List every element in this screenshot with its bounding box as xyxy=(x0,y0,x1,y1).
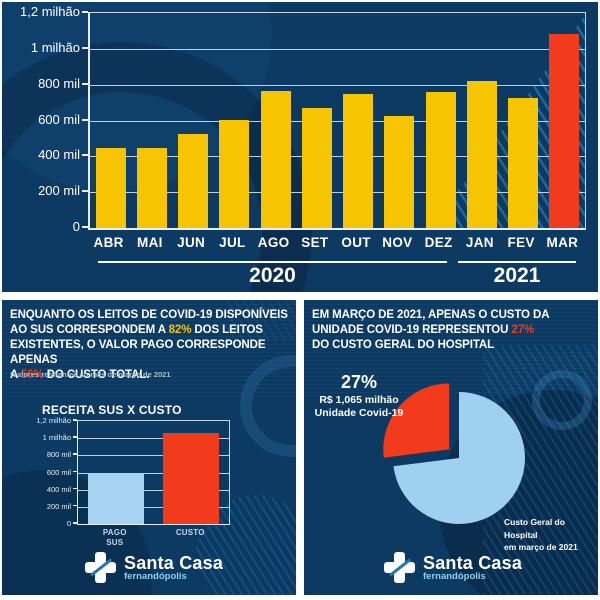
mini-x-labels: PAGO SUS CUSTO xyxy=(77,528,228,547)
logo-name: Santa Casa xyxy=(423,552,523,573)
monthly-month-labels: ABR MAI JUN JUL AGO SET OUT NOV DEZ JAN FEV MAR xyxy=(88,235,583,250)
y-tick-mark xyxy=(73,436,77,438)
x-label-jan: JAN xyxy=(465,235,494,250)
y-tick-label: 600 mil xyxy=(38,111,80,127)
mini-bars xyxy=(78,421,229,524)
y-tick-label: 600 mil xyxy=(46,467,71,477)
pie-value-label: R$ 1,065 milhão xyxy=(319,394,399,406)
santa-casa-logo: Santa Casa fernandópolis xyxy=(384,552,522,583)
y-tick-mark xyxy=(82,118,88,121)
y-tick-label: 800 mil xyxy=(38,75,80,91)
x-label-out: OUT xyxy=(341,235,371,250)
y-tick-mark xyxy=(73,504,77,507)
year-2020-underline xyxy=(98,261,447,263)
y-tick-label: 200 mil xyxy=(46,501,71,511)
monthly-gridlines xyxy=(90,13,585,228)
bar-mai xyxy=(136,148,167,228)
pie-geral-label: Custo Geral do Hospital em março de 2021 xyxy=(504,517,578,552)
x-label-ago: AGO xyxy=(257,235,290,250)
bar-custo xyxy=(163,433,220,524)
x-label-abr: ABR xyxy=(93,235,124,250)
y-tick-label: 1 milhão xyxy=(30,39,80,55)
y-tick-label: 0 xyxy=(72,219,80,234)
x-label-dez: DEZ xyxy=(424,235,453,250)
bar-dez xyxy=(425,92,456,228)
pie-slice-unidade-covid xyxy=(383,383,450,458)
y-tick-mark xyxy=(82,190,88,193)
footnote: *valores referentes ao mês de março de 2… xyxy=(10,370,171,379)
panel-receita-custo: ENQUANTO OS LEITOS DE COVID-19 DISPONÍVE… xyxy=(2,300,296,595)
bar-mar xyxy=(549,34,580,228)
panel-monthly-chart: 1,2 milhão 1 milhão 800 mil 600 mil 400 mil 2… xyxy=(2,2,598,292)
bar-fev xyxy=(508,98,539,228)
bar-pago-sus xyxy=(87,473,144,524)
medical-cross-icon xyxy=(384,552,415,583)
bar-jul xyxy=(219,120,250,228)
y-tick-label: 1,2 milhão xyxy=(20,4,80,19)
bar-ago xyxy=(260,91,291,228)
mini-y-axis: 1,2 milhão 1 milhão 800 mil 600 mil 400 mil 2… xyxy=(2,300,296,595)
logo-name: Santa Casa xyxy=(124,552,224,573)
y-tick-mark xyxy=(73,419,77,421)
bar-nov xyxy=(384,116,415,228)
mini-gridlines xyxy=(78,421,229,524)
y-tick-mark xyxy=(82,46,88,49)
y-tick-mark xyxy=(82,154,88,157)
y-tick-mark xyxy=(73,522,77,524)
year-2021-label: 2021 xyxy=(493,264,541,287)
monthly-bars xyxy=(90,13,585,228)
y-tick-label: 0 xyxy=(66,519,71,528)
bar-jun xyxy=(178,134,209,228)
mini-chart-title: RECEITA SUS X CUSTO xyxy=(42,403,182,417)
y-tick-label: 800 mil xyxy=(46,450,71,460)
custo-covid-paragraph: EM MARÇO DE 2021, APENAS O CUSTO DA UNIDA… xyxy=(312,309,550,351)
x-label-nov: NOV xyxy=(382,235,413,250)
x-label-mar: MAR xyxy=(546,235,579,250)
year-2021-underline xyxy=(458,261,576,263)
y-tick-label: 400 mil xyxy=(38,147,80,163)
bar-out xyxy=(343,94,374,228)
y-tick-mark xyxy=(73,453,77,455)
santa-casa-logo: Santa Casa fernandópolis xyxy=(85,552,223,583)
x-label-custo: CUSTO xyxy=(175,528,205,537)
y-tick-label: 400 mil xyxy=(46,484,71,494)
x-label-fev: FEV xyxy=(507,235,535,250)
pie-pct-label: 27% xyxy=(340,372,378,392)
x-label-jul: JUL xyxy=(219,235,246,250)
bar-set xyxy=(301,108,332,228)
x-label-set: SET xyxy=(301,235,329,250)
monthly-y-axis: 1,2 milhão 1 milhão 800 mil 600 mil 400 mil 2… xyxy=(2,2,598,292)
pie-name-label: Unidade Covid-19 xyxy=(314,407,404,419)
y-tick-mark xyxy=(73,487,77,490)
y-tick-mark xyxy=(73,470,77,472)
medical-cross-icon xyxy=(85,552,116,583)
bar-abr xyxy=(95,148,126,228)
monthly-plot-area xyxy=(88,12,586,230)
x-label-pago-sus: PAGO SUS xyxy=(102,528,127,547)
year-2020-label: 2020 xyxy=(249,264,296,287)
y-tick-mark xyxy=(82,226,88,228)
y-tick-label: 200 mil xyxy=(38,183,80,199)
logo-subtitle: fernandópolis xyxy=(124,570,187,582)
mini-plot-area xyxy=(77,420,230,525)
bar-jan xyxy=(466,81,497,228)
y-tick-mark xyxy=(82,11,88,13)
panel-pie-custo: EM MARÇO DE 2021, APENAS O CUSTO DA UNIDA… xyxy=(304,300,598,595)
y-tick-label: 1 milhão xyxy=(42,433,71,443)
x-label-jun: JUN xyxy=(177,235,206,250)
y-tick-label: 1,2 milhão xyxy=(36,416,71,425)
leitos-covid-paragraph: ENQUANTO OS LEITOS DE COVID-19 DISPONÍVE… xyxy=(10,309,288,381)
y-tick-mark xyxy=(82,82,88,85)
x-label-mai: MAI xyxy=(137,235,163,250)
